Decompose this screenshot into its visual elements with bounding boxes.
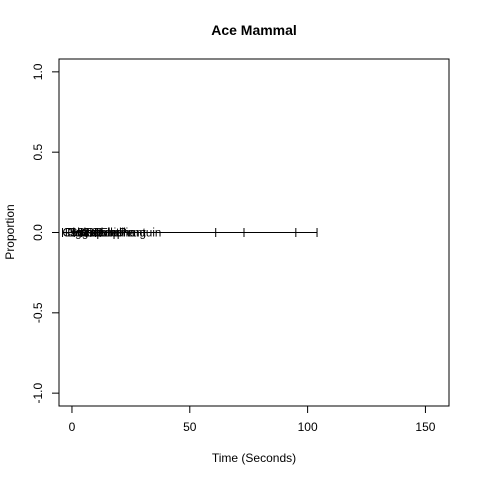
y-tick-label: -1.0 (31, 382, 45, 403)
y-tick-label: -0.5 (31, 302, 45, 323)
x-tick-label: 150 (415, 420, 435, 434)
annotation-label: Cattle (63, 228, 93, 240)
annotation-label: Dog (67, 228, 88, 240)
annotation-label: Dolphin (96, 228, 135, 240)
y-axis-label: Proportion (3, 204, 17, 259)
annotation-label: Elephant (100, 228, 146, 240)
annotation-label: Goat (77, 228, 103, 240)
annotation-label: Horse (72, 228, 103, 240)
annotation-label: Penguin (119, 228, 161, 240)
y-tick-label: 0.0 (31, 224, 45, 241)
x-tick-label: 0 (69, 420, 76, 434)
annotation-label: Sheep (70, 228, 103, 240)
chart-title: Ace Mammal (211, 22, 297, 38)
annotation-label: Rabbit (86, 228, 120, 240)
axes: 0 50 100 150 -1.0 -0.5 0.0 0.5 1.0 (31, 63, 436, 434)
x-tick-label: 100 (298, 420, 318, 434)
x-tick-label: 50 (183, 420, 197, 434)
y-tick-label: 0.5 (31, 144, 45, 161)
annotation-labels: CattlePigDogSheepHorseGoatCatRabbitCamel… (63, 228, 162, 240)
annotation-label: Cat (81, 228, 100, 240)
annotation-label: Pig (65, 228, 82, 240)
annotation-label: Camel (91, 228, 124, 240)
y-tick-label: 1.0 (31, 63, 45, 80)
x-axis-label: Time (Seconds) (212, 451, 296, 465)
chart-marks (62, 228, 318, 237)
